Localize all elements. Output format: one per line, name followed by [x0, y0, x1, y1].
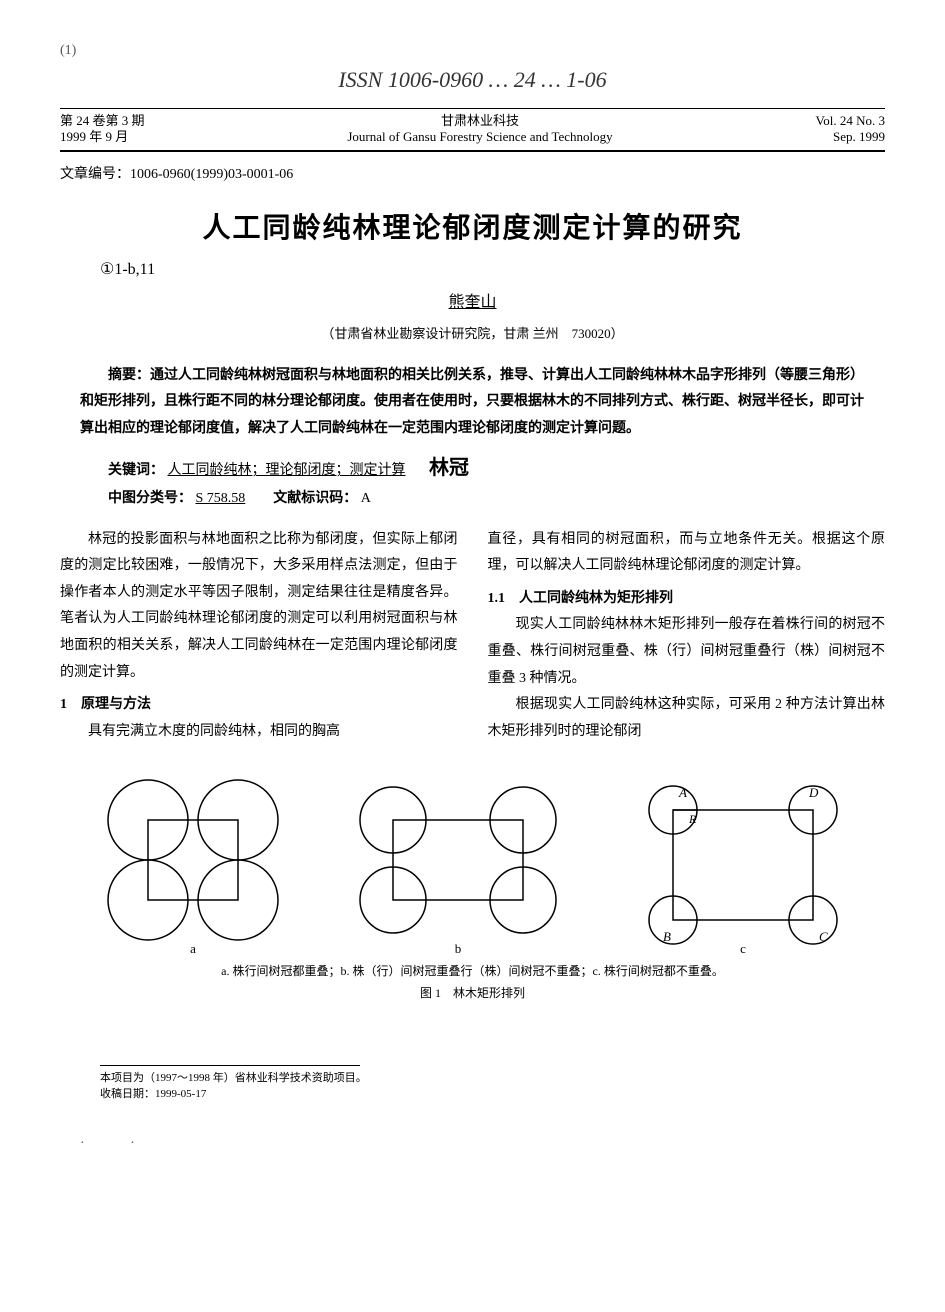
right-p1: 直径，具有相同的树冠面积，而与立地条件无关。根据这个原理，可以解决人工同龄纯林理… — [488, 527, 886, 580]
left-column: 林冠的投影面积与林地面积之比称为郁闭度，但实际上郁闭度的测定比较困难，一般情况下… — [60, 527, 458, 746]
figure-1: a b A R D B C c a. 株行间树冠都重叠；b. 株（行）间 — [60, 765, 885, 1004]
volume-en: Vol. 24 No. 3 — [816, 113, 885, 130]
fig-caption-line1: a. 株行间树冠都重叠；b. 株（行）间树冠重叠行（株）间树冠不重叠；c. 株行… — [60, 961, 885, 983]
header-right: Vol. 24 No. 3 Sep. 1999 — [816, 113, 885, 147]
subfig-b: b — [360, 787, 556, 955]
footer-divider — [100, 1065, 360, 1066]
classno-label: 中图分类号： — [108, 491, 192, 506]
abstract-label: 摘要： — [108, 368, 150, 383]
sec1-para: 具有完满立木度的同龄纯林，相同的胸高 — [60, 719, 458, 746]
article-id: 文章编号：1006-0960(1999)03-0001-06 — [60, 164, 885, 186]
journal-name-en: Journal of Gansu Forestry Science and Te… — [347, 129, 612, 146]
header-left: 第 24 卷第 3 期 1999 年 9 月 — [60, 113, 145, 147]
corner-C: C — [819, 929, 828, 944]
paper-title: 人工同龄纯林理论郁闭度测定计算的研究 — [60, 207, 885, 252]
received-date: 收稿日期：1999-05-17 — [100, 1086, 885, 1103]
subfig-a: a — [108, 780, 278, 955]
hand-annotation-keyword: 林冠 — [429, 457, 469, 479]
hand-annotation-title: ①1-b,11 — [100, 257, 885, 283]
figure-1-svg: a b A R D B C c — [93, 765, 853, 955]
section-1-heading: 1 原理与方法 — [60, 692, 458, 719]
abstract-text: 通过人工同龄纯林树冠面积与林地面积的相关比例关系，推导、计算出人工同龄纯林林木品… — [80, 368, 864, 436]
journal-name-cn: 甘肃林业科技 — [347, 113, 612, 130]
right-column: 直径，具有相同的树冠面积，而与立地条件无关。根据这个原理，可以解决人工同龄纯林理… — [488, 527, 886, 746]
doccode-value: A — [361, 491, 371, 506]
journal-header: 第 24 卷第 3 期 1999 年 9 月 甘肃林业科技 Journal of… — [60, 108, 885, 153]
section-1-1-heading: 1.1 人工同龄纯林为矩形排列 — [488, 586, 886, 613]
right-p3: 根据现实人工同龄纯林这种实际，可采用 2 种方法计算出林木矩形排列时的理论郁闭 — [488, 692, 886, 745]
figure-1-caption: a. 株行间树冠都重叠；b. 株（行）间树冠重叠行（株）间树冠不重叠；c. 株行… — [60, 961, 885, 1004]
date-en: Sep. 1999 — [816, 129, 885, 146]
author-name: 熊奎山 — [60, 290, 885, 316]
page-mark-top: (1) — [60, 40, 885, 62]
keywords-text: 人工同龄纯林；理论郁闭度；测定计算 — [168, 463, 406, 478]
corner-A: A — [678, 785, 687, 800]
handwritten-header: ISSN 1006-0960 … 24 … 1-06 — [60, 62, 885, 97]
radius-R: R — [688, 812, 697, 826]
issue-cn: 第 24 卷第 3 期 — [60, 113, 145, 130]
corner-B: B — [663, 929, 671, 944]
subfig-b-label: b — [454, 941, 461, 955]
keywords-label: 关键词： — [108, 463, 164, 478]
classification-row: 中图分类号： S 758.58 文献标识码： A — [80, 488, 865, 510]
author-affiliation: （甘肃省林业勘察设计研究院，甘肃 兰州 730020） — [60, 324, 885, 345]
bottom-stray-marks: · · — [80, 1133, 885, 1155]
date-cn: 1999 年 9 月 — [60, 129, 145, 146]
intro-paragraph: 林冠的投影面积与林地面积之比称为郁闭度，但实际上郁闭度的测定比较困难，一般情况下… — [60, 527, 458, 687]
subfig-c: A R D B C c — [649, 785, 837, 955]
funding-note: 本项目为（1997～1998 年）省林业科学技术资助项目。 — [100, 1070, 885, 1087]
abstract: 摘要：通过人工同龄纯林树冠面积与林地面积的相关比例关系，推导、计算出人工同龄纯林… — [80, 363, 865, 443]
doccode-label: 文献标识码： — [273, 491, 357, 506]
classno-value: S 758.58 — [196, 491, 246, 506]
body-columns: 林冠的投影面积与林地面积之比称为郁闭度，但实际上郁闭度的测定比较困难，一般情况下… — [60, 527, 885, 746]
subfig-a-label: a — [190, 941, 196, 955]
fig-caption-line2: 图 1 林木矩形排列 — [60, 983, 885, 1005]
header-center: 甘肃林业科技 Journal of Gansu Forestry Science… — [347, 113, 612, 147]
right-p2: 现实人工同龄纯林林木矩形排列一般存在着株行间的树冠不重叠、株行间树冠重叠、株（行… — [488, 612, 886, 692]
subfig-c-label: c — [740, 941, 746, 955]
keywords-row: 关键词： 人工同龄纯林；理论郁闭度；测定计算 林冠 — [80, 452, 865, 484]
corner-D: D — [808, 785, 819, 800]
